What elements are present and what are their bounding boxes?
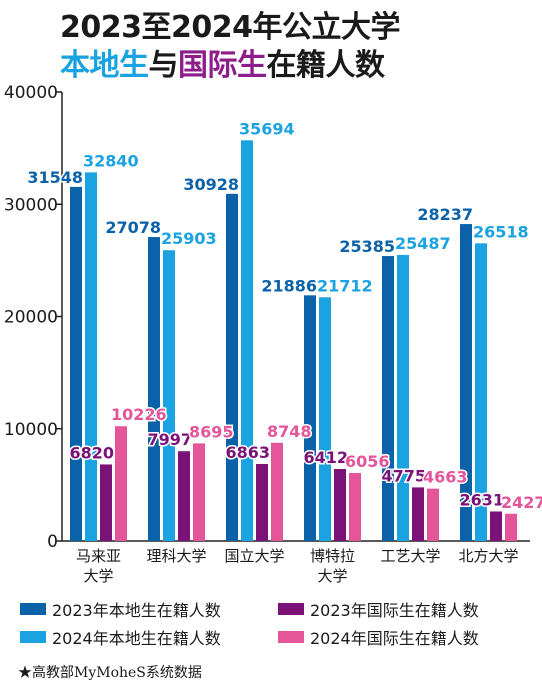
- bar: [148, 237, 160, 542]
- legend-item: 2023年本地生在籍人数: [20, 598, 221, 620]
- x-tick-label: 大学: [83, 567, 113, 585]
- bar: [100, 464, 112, 541]
- y-tick-label: 30000: [4, 195, 58, 215]
- data-label: 31548: [27, 168, 83, 187]
- data-label: 8748: [267, 422, 312, 441]
- data-label: 10226: [111, 405, 167, 424]
- bar: [241, 140, 253, 542]
- x-tick-label: 北方大学: [458, 547, 518, 565]
- data-label: 4663: [423, 468, 468, 487]
- bar: [460, 224, 472, 541]
- data-label: 25903: [161, 229, 217, 248]
- data-label: 28237: [417, 205, 473, 224]
- data-label: 30928: [183, 175, 239, 194]
- chart-title-line1: 2023至2024年公立大学: [60, 10, 401, 45]
- data-label: 6863: [225, 443, 270, 462]
- y-tick-label: 40000: [4, 83, 58, 103]
- legend-swatch: [20, 603, 46, 615]
- title-conjunction: 与: [148, 48, 179, 83]
- legend-label: 2023年本地生在籍人数: [52, 601, 221, 620]
- bar: [412, 487, 424, 541]
- chart-title-line2: 本地生与国际生在籍人数: [60, 40, 480, 84]
- legend-label: 2024年本地生在籍人数: [52, 629, 221, 648]
- source-note: ★高教部MyMoheS系统数据: [18, 665, 202, 681]
- data-label: 25487: [395, 234, 451, 253]
- data-label: 32840: [83, 151, 139, 170]
- x-tick-label: 马来亚: [76, 547, 121, 565]
- data-label: 7997: [147, 430, 192, 449]
- y-tick-label: 10000: [4, 420, 58, 440]
- data-label: 26518: [473, 222, 529, 241]
- legend-label: 2024年国际生在籍人数: [310, 629, 479, 648]
- legend-item: 2023年国际生在籍人数: [278, 598, 479, 620]
- bar: [319, 297, 331, 541]
- bar: [397, 254, 409, 541]
- title-local-students: 本地生: [60, 48, 149, 83]
- bar: [490, 511, 502, 541]
- bar: [349, 473, 361, 541]
- title-enrolment: 在籍人数: [266, 48, 386, 83]
- legend-swatch: [20, 631, 46, 643]
- x-tick-label: 理科大学: [146, 547, 206, 565]
- bar: [70, 186, 82, 541]
- data-label: 6056: [345, 452, 390, 471]
- data-label: 35694: [239, 119, 295, 138]
- data-label: 21712: [317, 276, 373, 295]
- data-label: 2631: [459, 490, 504, 509]
- bar: [382, 256, 394, 541]
- data-label: 27078: [105, 218, 161, 237]
- data-label: 25385: [339, 237, 395, 256]
- data-label: 6412: [303, 448, 348, 467]
- bar: [193, 443, 205, 541]
- bar: [178, 451, 190, 541]
- legend-swatch: [278, 631, 304, 643]
- bar: [163, 250, 175, 541]
- title-international-students: 国际生: [178, 48, 267, 83]
- legend-label: 2023年国际生在籍人数: [310, 601, 479, 620]
- legend-item: 2024年国际生在籍人数: [278, 626, 479, 648]
- bar: [475, 243, 487, 541]
- bar: [334, 469, 346, 541]
- legend-swatch: [278, 603, 304, 615]
- bar: [271, 442, 283, 541]
- data-label: 6820: [69, 443, 114, 462]
- x-tick-label: 大学: [317, 567, 347, 585]
- data-label: 8695: [189, 422, 234, 441]
- x-tick-label: 工艺大学: [380, 547, 440, 565]
- data-label: 2427: [501, 493, 542, 512]
- bar: [427, 488, 439, 541]
- bar: [304, 295, 316, 541]
- bar: [115, 426, 127, 541]
- bar: [226, 193, 238, 542]
- x-tick-label: 博特拉: [310, 547, 355, 565]
- y-tick-label: 20000: [4, 308, 58, 328]
- bar: [256, 463, 268, 541]
- legend-item: 2024年本地生在籍人数: [20, 626, 221, 648]
- data-label: 21886: [261, 276, 317, 295]
- y-tick-label: 0: [47, 532, 58, 552]
- bar: [505, 513, 517, 541]
- x-tick-label: 国立大学: [224, 547, 284, 565]
- bar: [85, 172, 97, 541]
- data-label: 4775: [381, 466, 426, 485]
